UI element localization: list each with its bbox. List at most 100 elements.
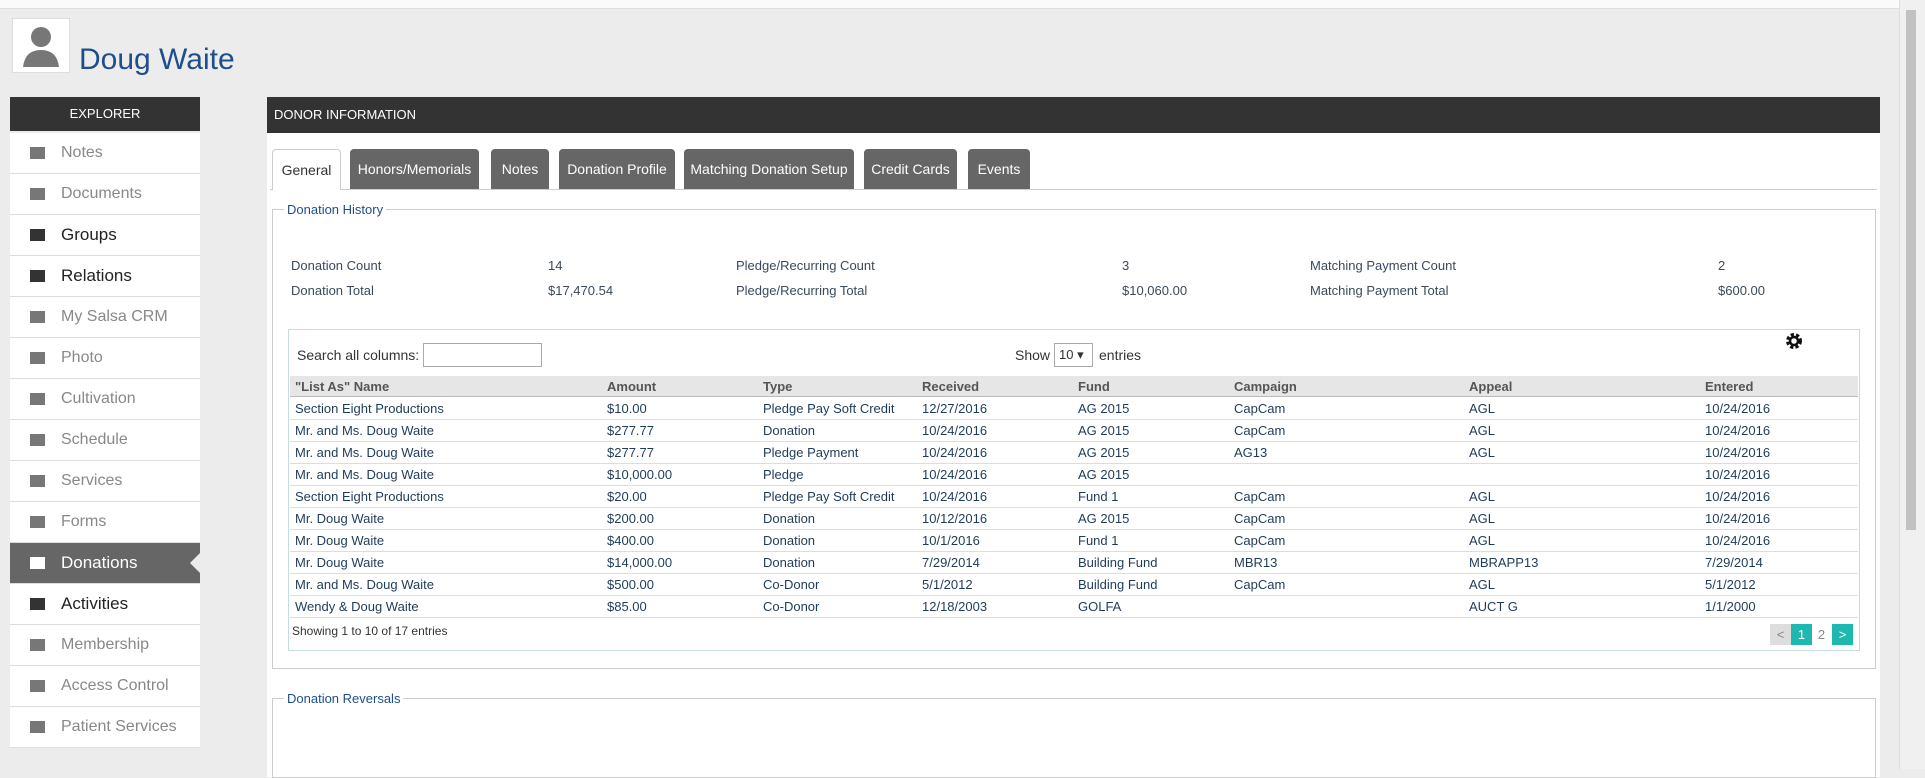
- cell[interactable]: Mr. Doug Waite: [295, 555, 385, 570]
- page-button[interactable]: 2: [1817, 627, 1826, 642]
- cell: 10/24/2016: [1705, 511, 1771, 526]
- column-header[interactable]: Entered: [1705, 379, 1754, 394]
- tab[interactable]: Notes: [491, 149, 549, 189]
- settings-icon[interactable]: [1785, 332, 1803, 350]
- icon: [30, 229, 45, 241]
- row-line: [290, 419, 1858, 420]
- column-header[interactable]: "List As" Name: [295, 379, 390, 394]
- cell: 10/12/2016: [922, 511, 988, 526]
- cell[interactable]: Section Eight Productions: [295, 401, 444, 416]
- cell: Pledge Pay Soft Credit: [763, 401, 895, 416]
- icon: [30, 475, 45, 487]
- icon: [30, 352, 45, 364]
- summary-value: 3: [1122, 258, 1130, 273]
- icon: [30, 721, 45, 733]
- cell: Pledge: [763, 467, 804, 482]
- sidebar-item[interactable]: Activities: [10, 584, 200, 625]
- sidebar-item[interactable]: Donations: [10, 543, 200, 584]
- table-header: [290, 376, 1858, 397]
- sidebar-item[interactable]: My Salsa CRM: [10, 297, 200, 338]
- page-button[interactable]: <: [1770, 624, 1791, 645]
- cell: $200.00: [607, 511, 654, 526]
- summary-label: Pledge/Recurring Total: [736, 283, 868, 298]
- icon: [30, 639, 45, 651]
- summary-label: Matching Payment Total: [1310, 283, 1449, 298]
- user-name: Doug Waite: [79, 43, 235, 76]
- column-header[interactable]: Appeal: [1469, 379, 1513, 394]
- cell[interactable]: Mr. Doug Waite: [295, 511, 385, 526]
- tab[interactable]: Events: [968, 149, 1030, 189]
- sidebar-item[interactable]: Groups: [10, 215, 200, 256]
- cell: 1/1/2000: [1705, 599, 1756, 614]
- cell[interactable]: Mr. and Ms. Doug Waite: [295, 445, 434, 460]
- icon: [30, 311, 45, 323]
- page-size-select[interactable]: 10 ▾: [1054, 343, 1093, 367]
- cell: Donation: [763, 511, 816, 526]
- icon: [30, 188, 45, 200]
- tab[interactable]: Honors/Memorials: [350, 149, 479, 189]
- row-line: [290, 441, 1858, 442]
- sidebar-item[interactable]: Documents: [10, 174, 200, 215]
- cell[interactable]: Mr. and Ms. Doug Waite: [295, 577, 434, 592]
- cell: Co-Donor: [763, 599, 820, 614]
- column-header[interactable]: Fund: [1078, 379, 1110, 394]
- cell: $85.00: [607, 599, 647, 614]
- sidebar-item[interactable]: Access Control: [10, 666, 200, 707]
- cell[interactable]: Mr. Doug Waite: [295, 533, 385, 548]
- cell: AG 2015: [1078, 445, 1130, 460]
- summary-value: $17,470.54: [548, 283, 614, 298]
- top-bar: [0, 0, 1899, 9]
- cell: $400.00: [607, 533, 654, 548]
- page-button[interactable]: 1: [1791, 624, 1812, 645]
- cell[interactable]: Mr. and Ms. Doug Waite: [295, 423, 434, 438]
- tab[interactable]: Credit Cards: [864, 149, 957, 189]
- sidebar-item[interactable]: Cultivation: [10, 379, 200, 420]
- tab[interactable]: Matching Donation Setup: [684, 149, 854, 189]
- search-input[interactable]: [423, 343, 542, 367]
- cell: 7/29/2014: [922, 555, 980, 570]
- cell: 5/1/2012: [1705, 577, 1756, 592]
- summary-value: $10,060.00: [1122, 283, 1188, 298]
- column-header[interactable]: Campaign: [1234, 379, 1297, 394]
- summary-value: 2: [1718, 258, 1726, 273]
- cell[interactable]: Mr. and Ms. Doug Waite: [295, 467, 434, 482]
- row-line: [290, 463, 1858, 464]
- summary-label: Donation Count: [291, 258, 382, 273]
- cell[interactable]: Wendy & Doug Waite: [295, 599, 419, 614]
- row-line: [290, 551, 1858, 552]
- tab[interactable]: General: [272, 149, 341, 190]
- column-header[interactable]: Amount: [607, 379, 657, 394]
- cell: 10/24/2016: [922, 423, 988, 438]
- sidebar-item[interactable]: Forms: [10, 502, 200, 543]
- cell: Pledge Pay Soft Credit: [763, 489, 895, 504]
- cell: GOLFA: [1078, 599, 1122, 614]
- cell[interactable]: Section Eight Productions: [295, 489, 444, 504]
- active-arrow: [180, 553, 200, 573]
- sidebar-item[interactable]: Photo: [10, 338, 200, 379]
- sidebar-item[interactable]: Services: [10, 461, 200, 502]
- cell: Co-Donor: [763, 577, 820, 592]
- sidebar-item[interactable]: Schedule: [10, 420, 200, 461]
- sidebar-item[interactable]: Notes: [10, 133, 200, 174]
- sidebar-item[interactable]: Relations: [10, 256, 200, 297]
- sidebar-item[interactable]: Patient Services: [10, 707, 200, 748]
- cell: 7/29/2014: [1705, 555, 1763, 570]
- column-header[interactable]: Received: [922, 379, 980, 394]
- cell: Donation: [763, 555, 816, 570]
- cell: $20.00: [607, 489, 647, 504]
- panel-title: DONOR INFORMATION: [267, 97, 1880, 133]
- icon: [30, 393, 45, 405]
- cell: Fund 1: [1078, 489, 1119, 504]
- cell: AG 2015: [1078, 401, 1130, 416]
- column-header[interactable]: Type: [763, 379, 793, 394]
- sidebar-item[interactable]: Membership: [10, 625, 200, 666]
- sidebar-title: EXPLORER: [10, 97, 200, 131]
- icon: [30, 434, 45, 446]
- cell: 10/24/2016: [1705, 445, 1771, 460]
- page-button[interactable]: >: [1832, 624, 1853, 645]
- cell: $500.00: [607, 577, 654, 592]
- cell: 10/24/2016: [922, 445, 988, 460]
- cell: 10/24/2016: [1705, 533, 1771, 548]
- tab[interactable]: Donation Profile: [559, 149, 675, 189]
- scrollbar[interactable]: [1899, 0, 1925, 769]
